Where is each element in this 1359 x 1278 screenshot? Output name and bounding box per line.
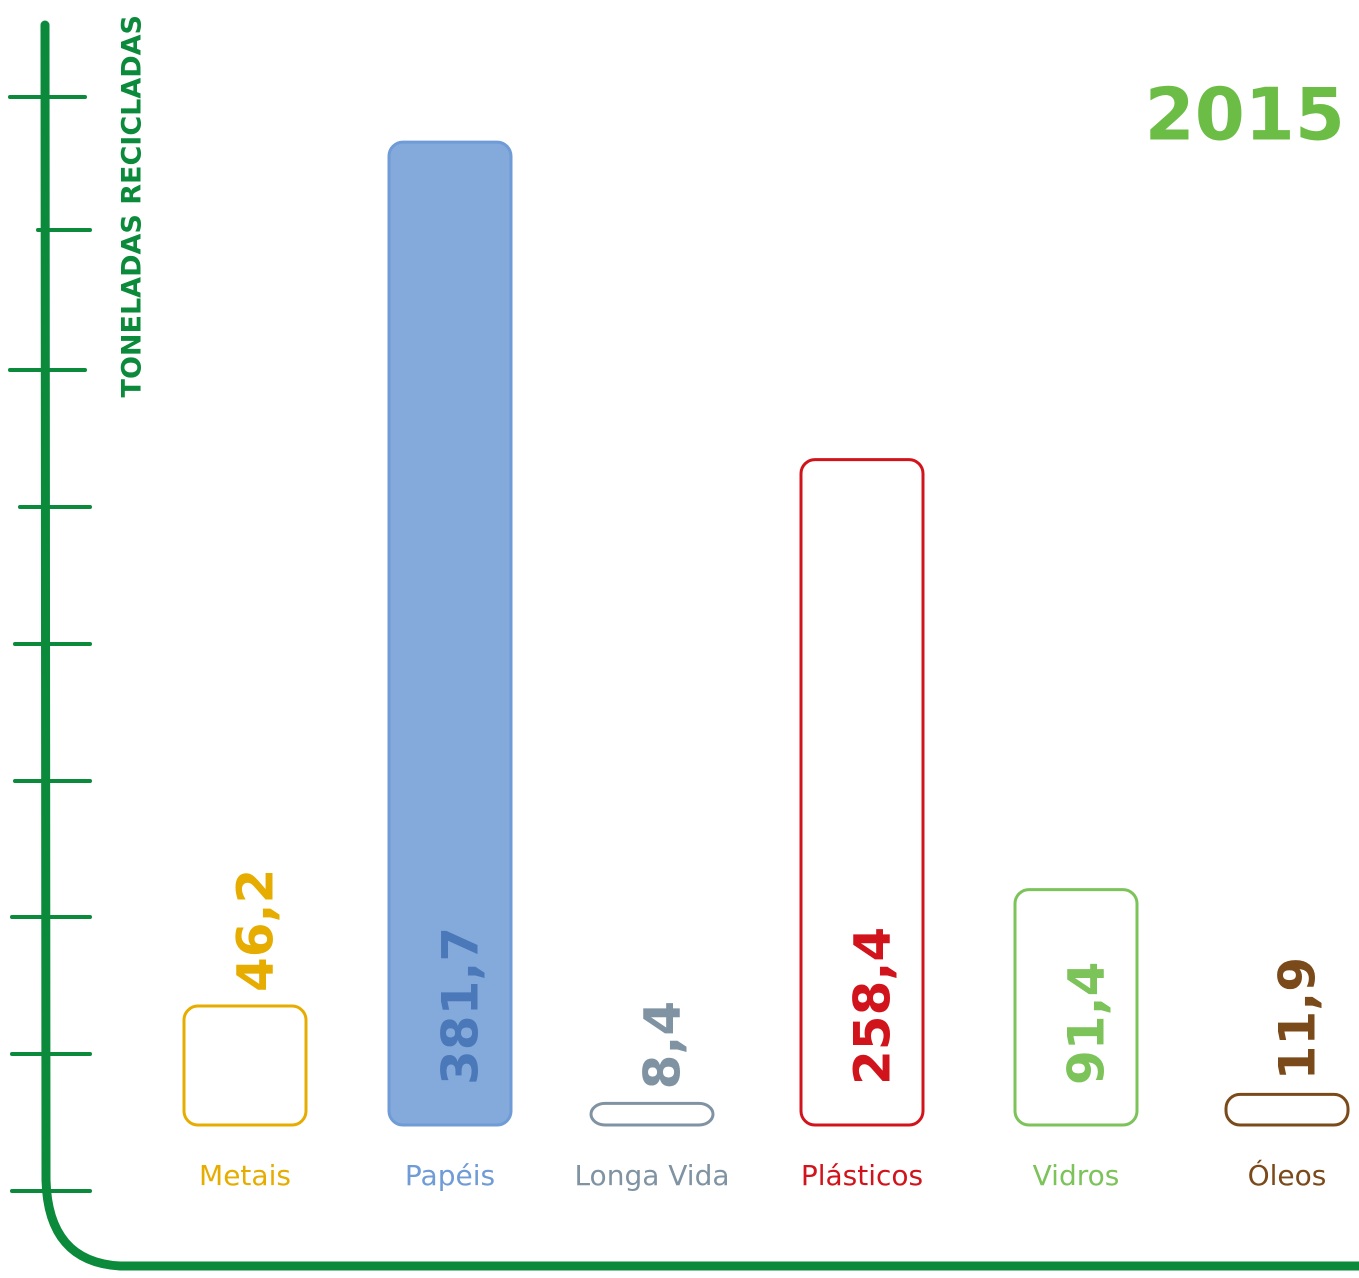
value-label: 381,7 [432,927,490,1085]
value-label: 46,2 [227,869,285,992]
bar [591,1103,713,1125]
x-tick-label: Vidros [1033,1159,1120,1192]
x-tick-label: Metais [199,1159,291,1192]
x-tick-label: Óleos [1248,1158,1327,1192]
bar [1226,1094,1348,1125]
bar [184,1006,306,1125]
x-tick-label: Plásticos [801,1159,923,1192]
x-tick-label: Longa Vida [574,1159,729,1192]
value-label: 91,4 [1058,962,1116,1085]
value-label: 8,4 [634,1001,692,1090]
value-label: 11,9 [1269,957,1327,1080]
value-label: 258,4 [844,927,902,1085]
chart: TONELADAS RECICLADAS 2015 46,2 Metais 381,… [0,0,1359,1278]
chart-title: 2015 [1145,73,1345,157]
y-axis-label: TONELADAS RECICLADAS [117,15,148,397]
x-tick-label: Papéis [405,1159,495,1192]
